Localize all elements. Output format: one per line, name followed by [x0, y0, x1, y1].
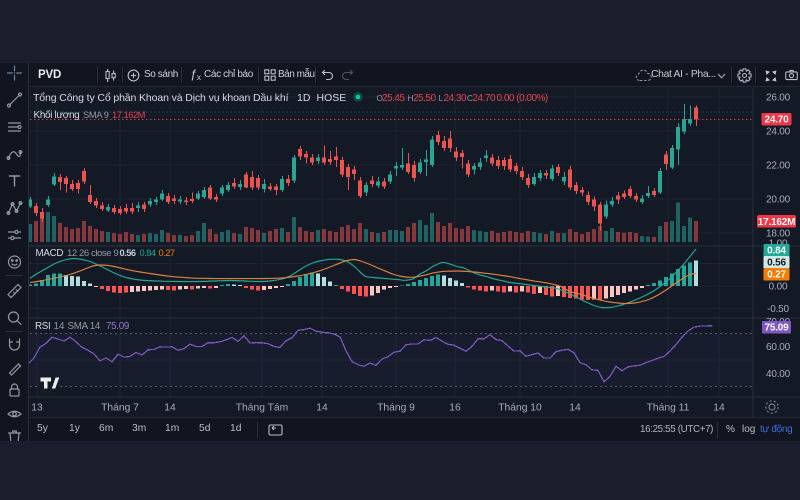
svg-text:0.27: 0.27 — [767, 270, 786, 281]
svg-text:22.00: 22.00 — [766, 161, 791, 172]
svg-text:25.50: 25.50 — [413, 93, 436, 104]
svg-text:Khối lượng: Khối lượng — [34, 109, 80, 121]
svg-text:SMA 9: SMA 9 — [83, 109, 109, 120]
svg-text:MACD: MACD — [36, 248, 64, 259]
svg-text:L: L — [439, 94, 444, 103]
svg-text:0.56: 0.56 — [120, 248, 136, 258]
svg-text:75.09: 75.09 — [106, 321, 129, 332]
svg-text:13: 13 — [31, 403, 43, 414]
svg-text:24.70: 24.70 — [764, 114, 789, 125]
svg-text:Tháng 9: Tháng 9 — [377, 403, 415, 414]
svg-text:24.30: 24.30 — [444, 93, 467, 104]
svg-text:SMA 14: SMA 14 — [68, 321, 101, 332]
svg-text:Tháng 10: Tháng 10 — [498, 403, 542, 414]
svg-text:25.45: 25.45 — [382, 93, 405, 104]
svg-text:Tháng 7: Tháng 7 — [101, 403, 139, 414]
svg-text:14: 14 — [713, 403, 725, 414]
svg-text:HOSE: HOSE — [317, 92, 347, 104]
svg-text:Tổng Công ty Cổ phần Khoan và: Tổng Công ty Cổ phần Khoan và Dịch vụ kh… — [33, 92, 289, 104]
svg-text:Tháng 11: Tháng 11 — [647, 403, 690, 414]
svg-text:14: 14 — [316, 403, 328, 414]
svg-text:16: 16 — [449, 403, 461, 414]
svg-text:0.84: 0.84 — [767, 246, 786, 257]
svg-text:H: H — [408, 94, 414, 103]
svg-text:17.162M: 17.162M — [758, 217, 796, 228]
svg-text:Tháng Tám: Tháng Tám — [236, 403, 288, 414]
svg-text:17.162M: 17.162M — [112, 109, 146, 120]
svg-text:24.00: 24.00 — [766, 127, 791, 138]
svg-text:-0.50: -0.50 — [767, 304, 789, 315]
svg-text:60.00: 60.00 — [766, 342, 791, 353]
svg-text:40.00: 40.00 — [766, 369, 791, 380]
svg-text:RSI: RSI — [35, 321, 50, 332]
svg-text:20.00: 20.00 — [766, 195, 791, 206]
svg-text:0.56: 0.56 — [767, 258, 786, 269]
svg-text:26.00: 26.00 — [766, 93, 791, 104]
svg-text:O: O — [377, 94, 383, 103]
svg-text:0.84: 0.84 — [140, 248, 156, 258]
svg-text:18.00: 18.00 — [766, 229, 791, 240]
svg-text:1D: 1D — [297, 92, 311, 104]
svg-text:75.09: 75.09 — [764, 323, 789, 334]
svg-text:C: C — [467, 94, 473, 103]
svg-text:14: 14 — [569, 403, 581, 414]
svg-text:0.27: 0.27 — [159, 248, 175, 258]
svg-text:14: 14 — [54, 321, 65, 332]
svg-text:0.00 (0.00%): 0.00 (0.00%) — [497, 93, 548, 104]
svg-text:12 26 close 9: 12 26 close 9 — [67, 248, 118, 259]
svg-text:24.70: 24.70 — [473, 93, 496, 104]
svg-text:0.00: 0.00 — [769, 282, 788, 293]
svg-text:14: 14 — [164, 403, 176, 414]
